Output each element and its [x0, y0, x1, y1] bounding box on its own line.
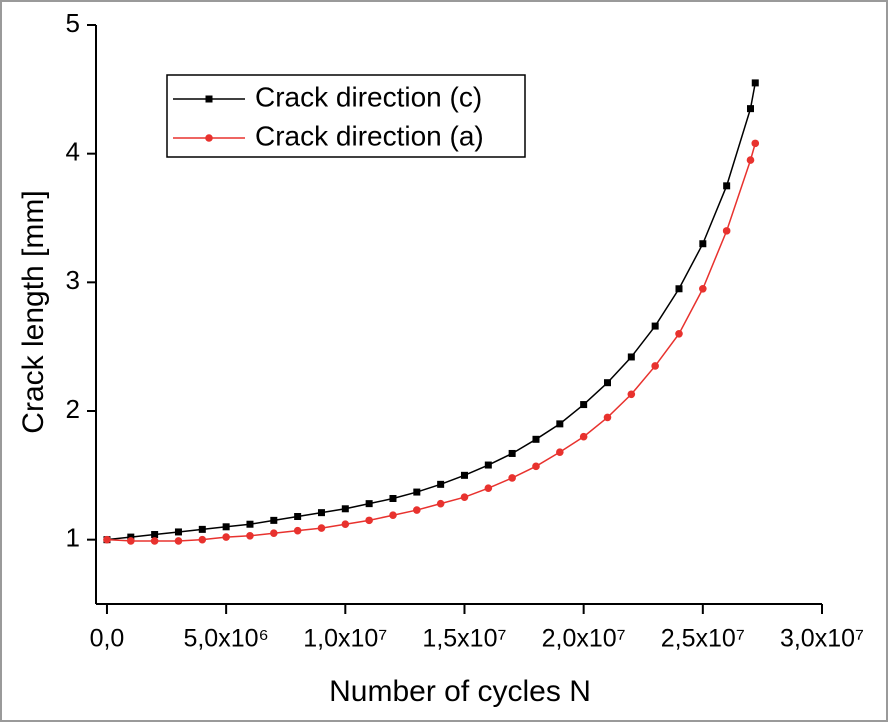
y-axis-label: Crack length [mm]: [17, 190, 50, 433]
data-point: [627, 390, 636, 399]
x-tick-label: 3,0x10⁷: [780, 625, 864, 653]
data-point: [484, 484, 493, 493]
x-tick-label: 2,5x10⁷: [661, 625, 745, 653]
legend-label: Crack direction (c): [255, 81, 482, 112]
data-point: [532, 462, 540, 471]
data-point: [723, 182, 731, 190]
x-axis-label: Number of cycles N: [329, 675, 591, 708]
x-tick-label: 0,0: [90, 625, 125, 653]
data-point: [174, 528, 182, 536]
data-point: [341, 505, 349, 513]
y-tick-label: 2: [66, 394, 80, 424]
data-point: [532, 435, 540, 443]
data-point: [484, 461, 492, 469]
y-tick-label: 3: [66, 265, 80, 295]
data-point: [675, 285, 683, 293]
legend-marker: [205, 134, 213, 142]
data-point: [580, 401, 588, 409]
x-tick-label: 1,5x10⁷: [422, 625, 506, 653]
data-point: [699, 240, 707, 248]
data-point: [508, 474, 516, 482]
data-point: [317, 509, 325, 517]
data-point: [437, 480, 445, 488]
data-point: [222, 533, 230, 541]
data-point: [579, 432, 588, 441]
data-point: [126, 537, 135, 545]
data-point: [751, 79, 759, 87]
data-point: [127, 533, 135, 541]
data-point: [603, 413, 612, 422]
data-point: [389, 511, 397, 520]
data-point: [365, 500, 373, 508]
x-tick-label: 1,0x10⁷: [303, 625, 387, 653]
data-point: [746, 156, 755, 164]
data-point: [365, 516, 373, 525]
legend-label: Crack direction (a): [255, 120, 484, 151]
data-point: [246, 532, 254, 540]
data-point: [746, 105, 754, 113]
data-point: [751, 139, 760, 148]
data-point: [293, 526, 302, 535]
data-point: [317, 524, 326, 532]
data-point: [556, 448, 564, 456]
data-point: [294, 513, 302, 521]
data-point: [651, 322, 659, 330]
y-tick-label: 5: [66, 8, 80, 38]
data-point: [150, 537, 159, 545]
data-point: [270, 529, 278, 538]
data-point: [460, 471, 468, 479]
data-point: [627, 353, 635, 361]
data-point: [246, 520, 254, 528]
data-point: [556, 420, 564, 428]
data-point: [675, 330, 683, 338]
x-tick-label: 5,0x10⁶: [183, 625, 268, 653]
data-point: [413, 506, 421, 514]
legend-marker: [205, 95, 213, 103]
data-point: [341, 520, 350, 529]
data-point: [174, 537, 183, 545]
data-point: [651, 362, 659, 370]
data-point: [103, 535, 111, 544]
legend-box: [166, 74, 526, 158]
x-tick-label: 2,0x10⁷: [542, 625, 626, 653]
y-tick-label: 4: [66, 137, 80, 167]
data-point: [699, 284, 707, 293]
data-point: [151, 531, 159, 539]
data-point: [198, 525, 206, 533]
data-point: [722, 227, 731, 235]
data-point: [198, 535, 207, 544]
data-point: [222, 523, 230, 531]
data-point: [436, 499, 445, 508]
data-point: [270, 516, 278, 524]
data-point: [460, 493, 469, 502]
data-point: [603, 379, 611, 387]
data-point: [508, 449, 516, 457]
data-point: [413, 488, 421, 496]
data-point: [389, 494, 397, 502]
y-tick-label: 1: [66, 523, 80, 553]
